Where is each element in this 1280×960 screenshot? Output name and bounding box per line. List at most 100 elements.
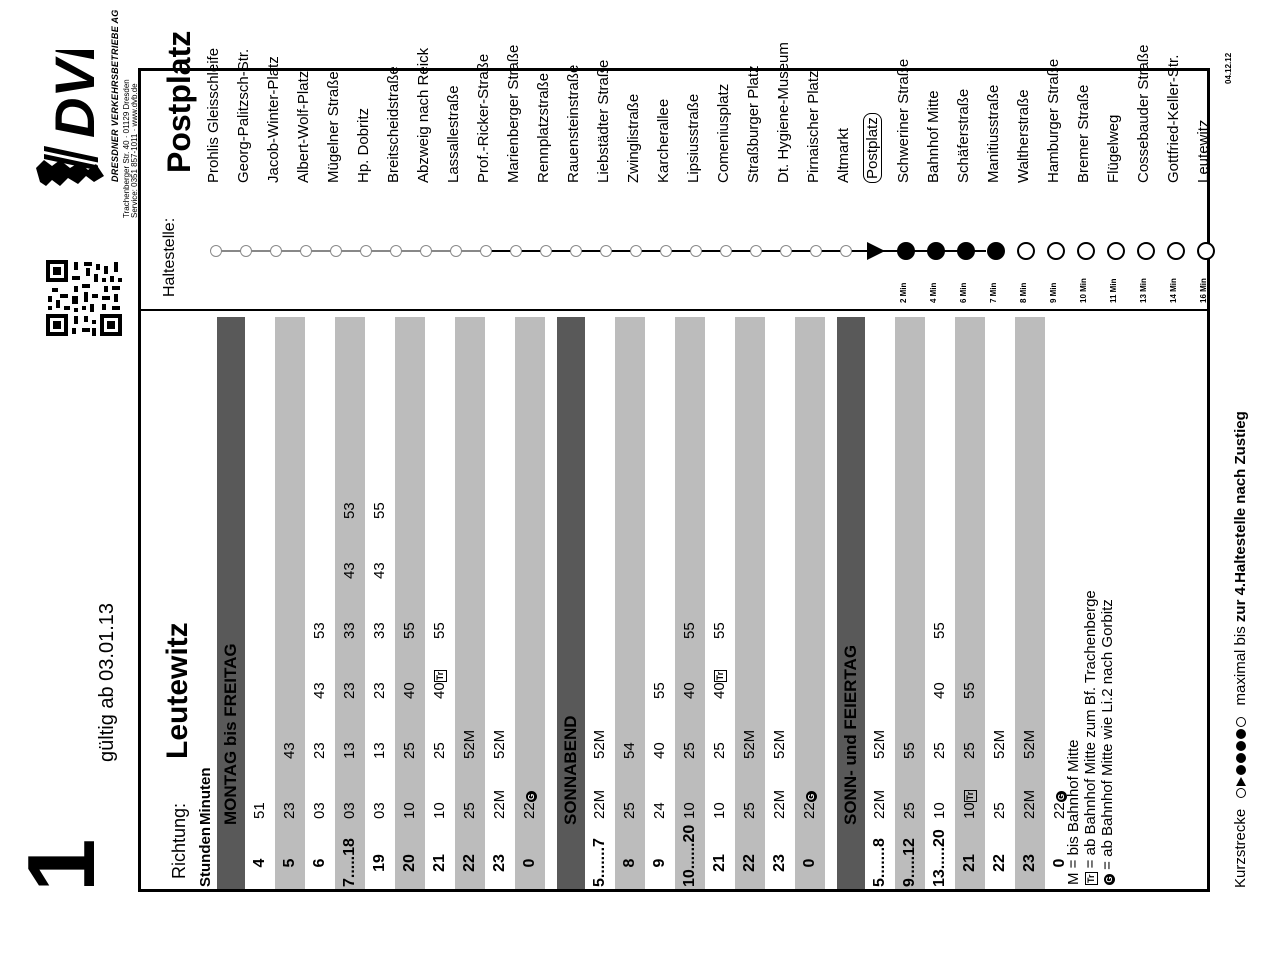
minutes-cell: 10 25 40Tr 55	[431, 579, 448, 819]
minute-value: 23	[281, 802, 298, 819]
minute-value: 13	[341, 742, 358, 759]
minute-value: 22M	[591, 789, 608, 819]
stop-name: Zwinglistraße	[625, 93, 642, 183]
stop-dot-icon	[270, 245, 282, 257]
stop-dot-icon	[987, 242, 1005, 260]
stop-dot-icon	[840, 245, 852, 257]
travel-time: 9 Min	[1049, 282, 1058, 303]
travel-time: 11 Min	[1109, 278, 1118, 303]
stop-name: Hp. Dobritz	[355, 107, 372, 183]
minutes-cell: 22M 52M	[491, 699, 508, 819]
table-row: 0 22G	[795, 317, 825, 889]
minute-value: 55	[371, 502, 388, 519]
table-row: 9.....12 25 55	[895, 317, 925, 889]
line-number: 1	[8, 842, 115, 892]
minute-value: 55	[961, 682, 978, 699]
minute-value: 43	[311, 682, 328, 699]
stop-list: Prohlis Gleisschleife Georg-Palitzsch-Str…	[201, 42, 1215, 309]
stop-item: Hp. Dobritz	[351, 69, 381, 309]
minutes-cell: 25 54	[621, 699, 638, 819]
company-name: DRESDNER VERKEHRSBETRIEBE AG	[110, 9, 120, 182]
minutes-cell: 10 25 40Tr 55	[711, 579, 728, 819]
section-header: SONN- und FEIERTAG	[837, 317, 865, 889]
stop-name: Bremer Straße	[1075, 84, 1092, 183]
stop-dot-icon	[660, 245, 672, 257]
stop-item: Karcherallee	[651, 69, 681, 309]
section-header: SONNABEND	[557, 317, 585, 889]
travel-time: 14 Min	[1169, 278, 1178, 303]
minutes-cell: 22G	[801, 759, 818, 819]
stop-item: 6 Min Schäferstraße	[951, 69, 981, 309]
minute-value: 43	[371, 562, 388, 579]
stop-dot-icon	[720, 245, 732, 257]
minute-value: 33	[371, 622, 388, 639]
stop-name: Marienberger Straße	[505, 44, 522, 183]
minute-value: 52M	[771, 729, 788, 759]
minute-value: 10	[401, 802, 418, 819]
minutes-cell: 03 13 23 33 43 53	[341, 459, 358, 819]
table-row: 7.....18 03 13 23 33 43 53	[335, 317, 365, 889]
timetable-rows: MONTAG bis FREITAG 4 51 5 2343 6 03234353 7....…	[217, 317, 1075, 889]
travel-time: 7 Min	[989, 282, 998, 303]
timetable-panel: Richtung: Leutewitz Stunden Minuten MONT…	[141, 317, 1207, 889]
stop-name: Rennplatzstraße	[535, 72, 552, 183]
stop-item: 14 Min Gottfried-Keller-Str.	[1161, 55, 1191, 309]
minute-value: 55	[651, 682, 668, 699]
minute-value: 52M	[591, 729, 608, 759]
minute-value: 10	[431, 802, 448, 819]
minute-value: 43	[341, 562, 358, 579]
minute-value: 03	[341, 802, 358, 819]
stop-item: 10 Min Bremer Straße	[1071, 69, 1101, 309]
minutes-cell: 10Tr 25 55	[961, 639, 978, 819]
stop-item: Rennplatzstraße	[531, 69, 561, 309]
section-header: MONTAG bis FREITAG	[217, 317, 245, 889]
stop-dot-icon	[480, 245, 492, 257]
minute-value: 25	[461, 802, 478, 819]
minute-value: 25	[681, 742, 698, 759]
tr-symbol-icon: Tr	[964, 789, 977, 803]
minute-value: 22M	[1021, 789, 1038, 819]
minute-value: 25	[901, 802, 918, 819]
minute-value: 53	[341, 502, 358, 519]
hour-cell: 0	[521, 858, 538, 868]
travel-time: 16 Min	[1199, 278, 1208, 303]
minute-value: 24	[651, 802, 668, 819]
stop-name: Gottfried-Keller-Str.	[1165, 54, 1182, 183]
stop-item: Mügelner Straße	[321, 69, 351, 309]
stop-item: 2 Min Schweriner Straße	[891, 59, 921, 309]
table-row: 0 22G	[515, 317, 545, 889]
stop-name: Bahnhof Mitte	[925, 90, 942, 183]
hour-cell: 7.....18	[341, 838, 358, 887]
travel-time: 4 Min	[929, 282, 938, 303]
minutes-cell: 25 55	[901, 699, 918, 819]
stop-item: 8 Min Waltherstraße	[1011, 69, 1041, 309]
stop-item: Albert-Wolf-Platz	[291, 69, 321, 309]
table-row: 5 23 43	[275, 317, 305, 889]
stop-dot-icon	[600, 245, 612, 257]
minutes-cell: 22M 52M	[1021, 699, 1038, 819]
stop-item: Lassallestraße	[441, 69, 471, 309]
stop-item: Straßburger Platz	[741, 65, 771, 309]
stop-dot-icon	[1077, 242, 1095, 260]
minute-value: 55	[931, 622, 948, 639]
stop-dot-icon	[300, 245, 312, 257]
legend-g: G = ab Bahnhof Mitte wie Li.2 nach Gorbi…	[1099, 599, 1116, 885]
stop-name: Hamburger Straße	[1045, 58, 1062, 183]
dvb-logo-icon: DVB	[36, 50, 106, 186]
travel-time: 13 Min	[1139, 278, 1148, 303]
stop-dot-icon	[240, 245, 252, 257]
minute-value: 33	[341, 622, 358, 639]
stop-name: Cossebauder Straße	[1135, 44, 1152, 183]
stop-dot-icon	[690, 245, 702, 257]
stop-item: 13 Min Cossebauder Straße	[1131, 45, 1161, 309]
table-row: 21 10Tr 25 55	[955, 317, 985, 889]
stop-dot-icon	[750, 245, 762, 257]
stop-dot-icon	[360, 245, 372, 257]
table-row: 4 51	[245, 317, 275, 889]
travel-time: 6 Min	[959, 282, 968, 303]
kurzstrecke-text: maximal bis	[1232, 626, 1249, 706]
tr-symbol-icon: Tr	[1085, 872, 1098, 885]
minute-value: 25	[961, 742, 978, 759]
table-row: 22 25 52M	[985, 317, 1015, 889]
minute-value: 55	[711, 622, 728, 639]
